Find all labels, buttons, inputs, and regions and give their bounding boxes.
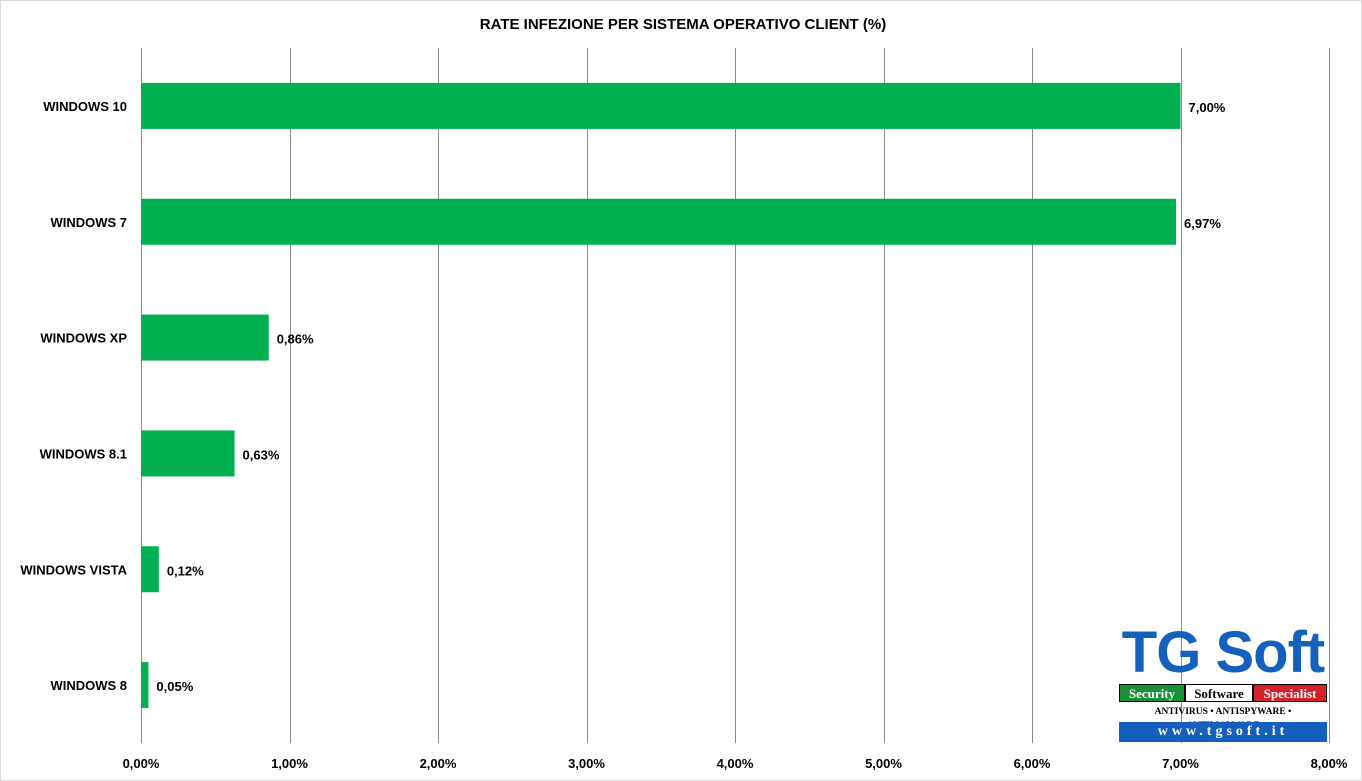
category-label: WINDOWS XP	[40, 331, 127, 346]
category-label: WINDOWS 10	[43, 99, 127, 114]
bar-windows-8	[141, 662, 149, 709]
x-tick-label: 6,00%	[1014, 756, 1051, 771]
bar-windows-vista	[141, 546, 159, 593]
bar-windows-xp	[141, 314, 269, 361]
value-label: 0,05%	[156, 679, 193, 694]
x-tick-label: 4,00%	[717, 756, 754, 771]
value-label: 6,97%	[1184, 216, 1221, 231]
value-label: 7,00%	[1189, 100, 1226, 115]
logo-tags: Security Software Specialist	[1119, 684, 1327, 702]
bar-windows-10	[141, 82, 1181, 129]
logo-tag-software: Software	[1185, 684, 1253, 702]
category-label: WINDOWS 7	[50, 215, 127, 230]
x-tick-labels: 0,00% 1,00% 2,00% 3,00% 4,00% 5,00% 6,00% 7,00%…	[123, 756, 1348, 771]
x-tick-label: 5,00%	[865, 756, 902, 771]
x-tick-label: 2,00%	[420, 756, 457, 771]
logo-url: www.tgsoft.it	[1119, 722, 1327, 742]
logo-brand: TG Soft	[1121, 620, 1325, 685]
category-label: WINDOWS VISTA	[20, 562, 127, 577]
bar-windows-8-1	[141, 430, 235, 477]
value-labels: 7,00% 6,97% 0,86% 0,63% 0,12% 0,05%	[156, 100, 1225, 694]
x-tick-label: 0,00%	[123, 756, 160, 771]
value-label: 0,63%	[243, 447, 280, 462]
category-labels: WINDOWS 10 WINDOWS 7 WINDOWS XP WINDOWS 8.1…	[20, 99, 127, 693]
x-tick-label: 1,00%	[271, 756, 308, 771]
gridlines	[141, 48, 1330, 743]
logo-tag-specialist: Specialist	[1253, 684, 1327, 702]
bar-windows-7	[141, 198, 1177, 245]
category-label: WINDOWS 8.1	[40, 446, 127, 461]
value-label: 0,12%	[167, 563, 204, 578]
x-tick-label: 3,00%	[568, 756, 605, 771]
logo-tag-security: Security	[1119, 684, 1185, 702]
value-label: 0,86%	[277, 332, 314, 347]
tgsoft-logo: TG Soft Security Software Specialist ANT…	[1119, 624, 1327, 743]
category-label: WINDOWS 8	[50, 678, 127, 693]
x-tick-label: 7,00%	[1162, 756, 1199, 771]
chart-title: RATE INFEZIONE PER SISTEMA OPERATIVO CLI…	[480, 16, 886, 33]
x-tick-label: 8,00%	[1311, 756, 1348, 771]
bars	[141, 82, 1181, 709]
logo-subtitle: ANTIVIRUS • ANTISPYWARE • ANTIMALWARE	[1154, 707, 1292, 731]
